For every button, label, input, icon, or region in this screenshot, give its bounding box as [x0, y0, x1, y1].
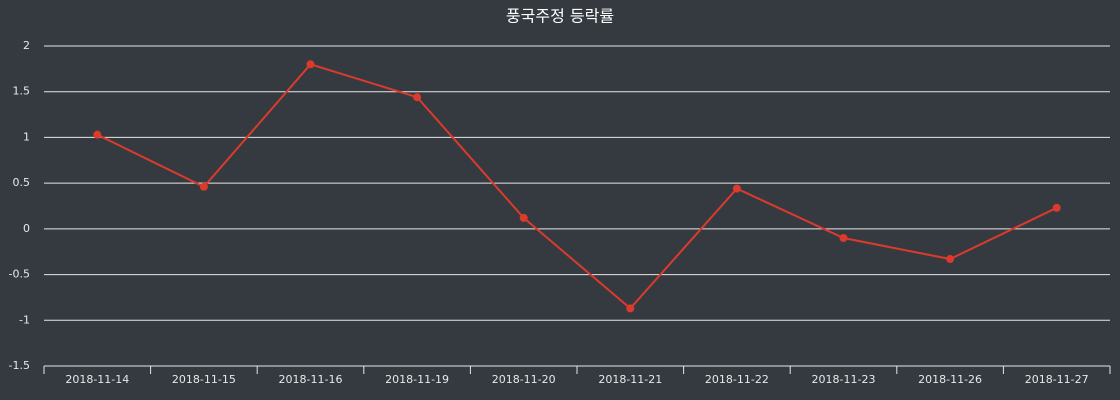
x-tick-label: 2018-11-27: [1025, 373, 1089, 386]
data-line: [96, 63, 1058, 310]
y-tick-label: -1: [19, 313, 30, 326]
x-tick-label: 2018-11-15: [172, 373, 236, 386]
data-point: [199, 182, 208, 191]
y-tick-label: 1: [23, 130, 30, 143]
x-tick-label: 2018-11-21: [598, 373, 662, 386]
x-tick-label: 2018-11-14: [65, 373, 129, 386]
data-point: [93, 130, 102, 139]
data-point: [732, 184, 741, 193]
data-point: [519, 213, 528, 222]
data-point: [946, 255, 955, 264]
data-point: [626, 304, 635, 313]
y-tick-label: -1.5: [9, 359, 30, 372]
y-tick-label: 1.5: [13, 85, 31, 98]
data-point: [1052, 203, 1061, 212]
x-tick-label: 2018-11-16: [279, 373, 343, 386]
x-tick-label: 2018-11-22: [705, 373, 769, 386]
data-point: [839, 234, 848, 242]
y-tick-label: 0.5: [13, 176, 31, 189]
y-tick-label: 0: [23, 222, 30, 235]
y-tick-label: 2: [23, 39, 30, 52]
x-tick-label: 2018-11-26: [918, 373, 982, 386]
chart-title: 풍국주정 등락률: [506, 7, 614, 26]
data-point: [306, 60, 315, 69]
x-tick-label: 2018-11-23: [812, 373, 876, 386]
data-point: [413, 93, 422, 102]
x-tick-label: 2018-11-19: [385, 373, 449, 386]
x-tick-label: 2018-11-20: [492, 373, 556, 386]
y-tick-label: -0.5: [9, 268, 30, 281]
